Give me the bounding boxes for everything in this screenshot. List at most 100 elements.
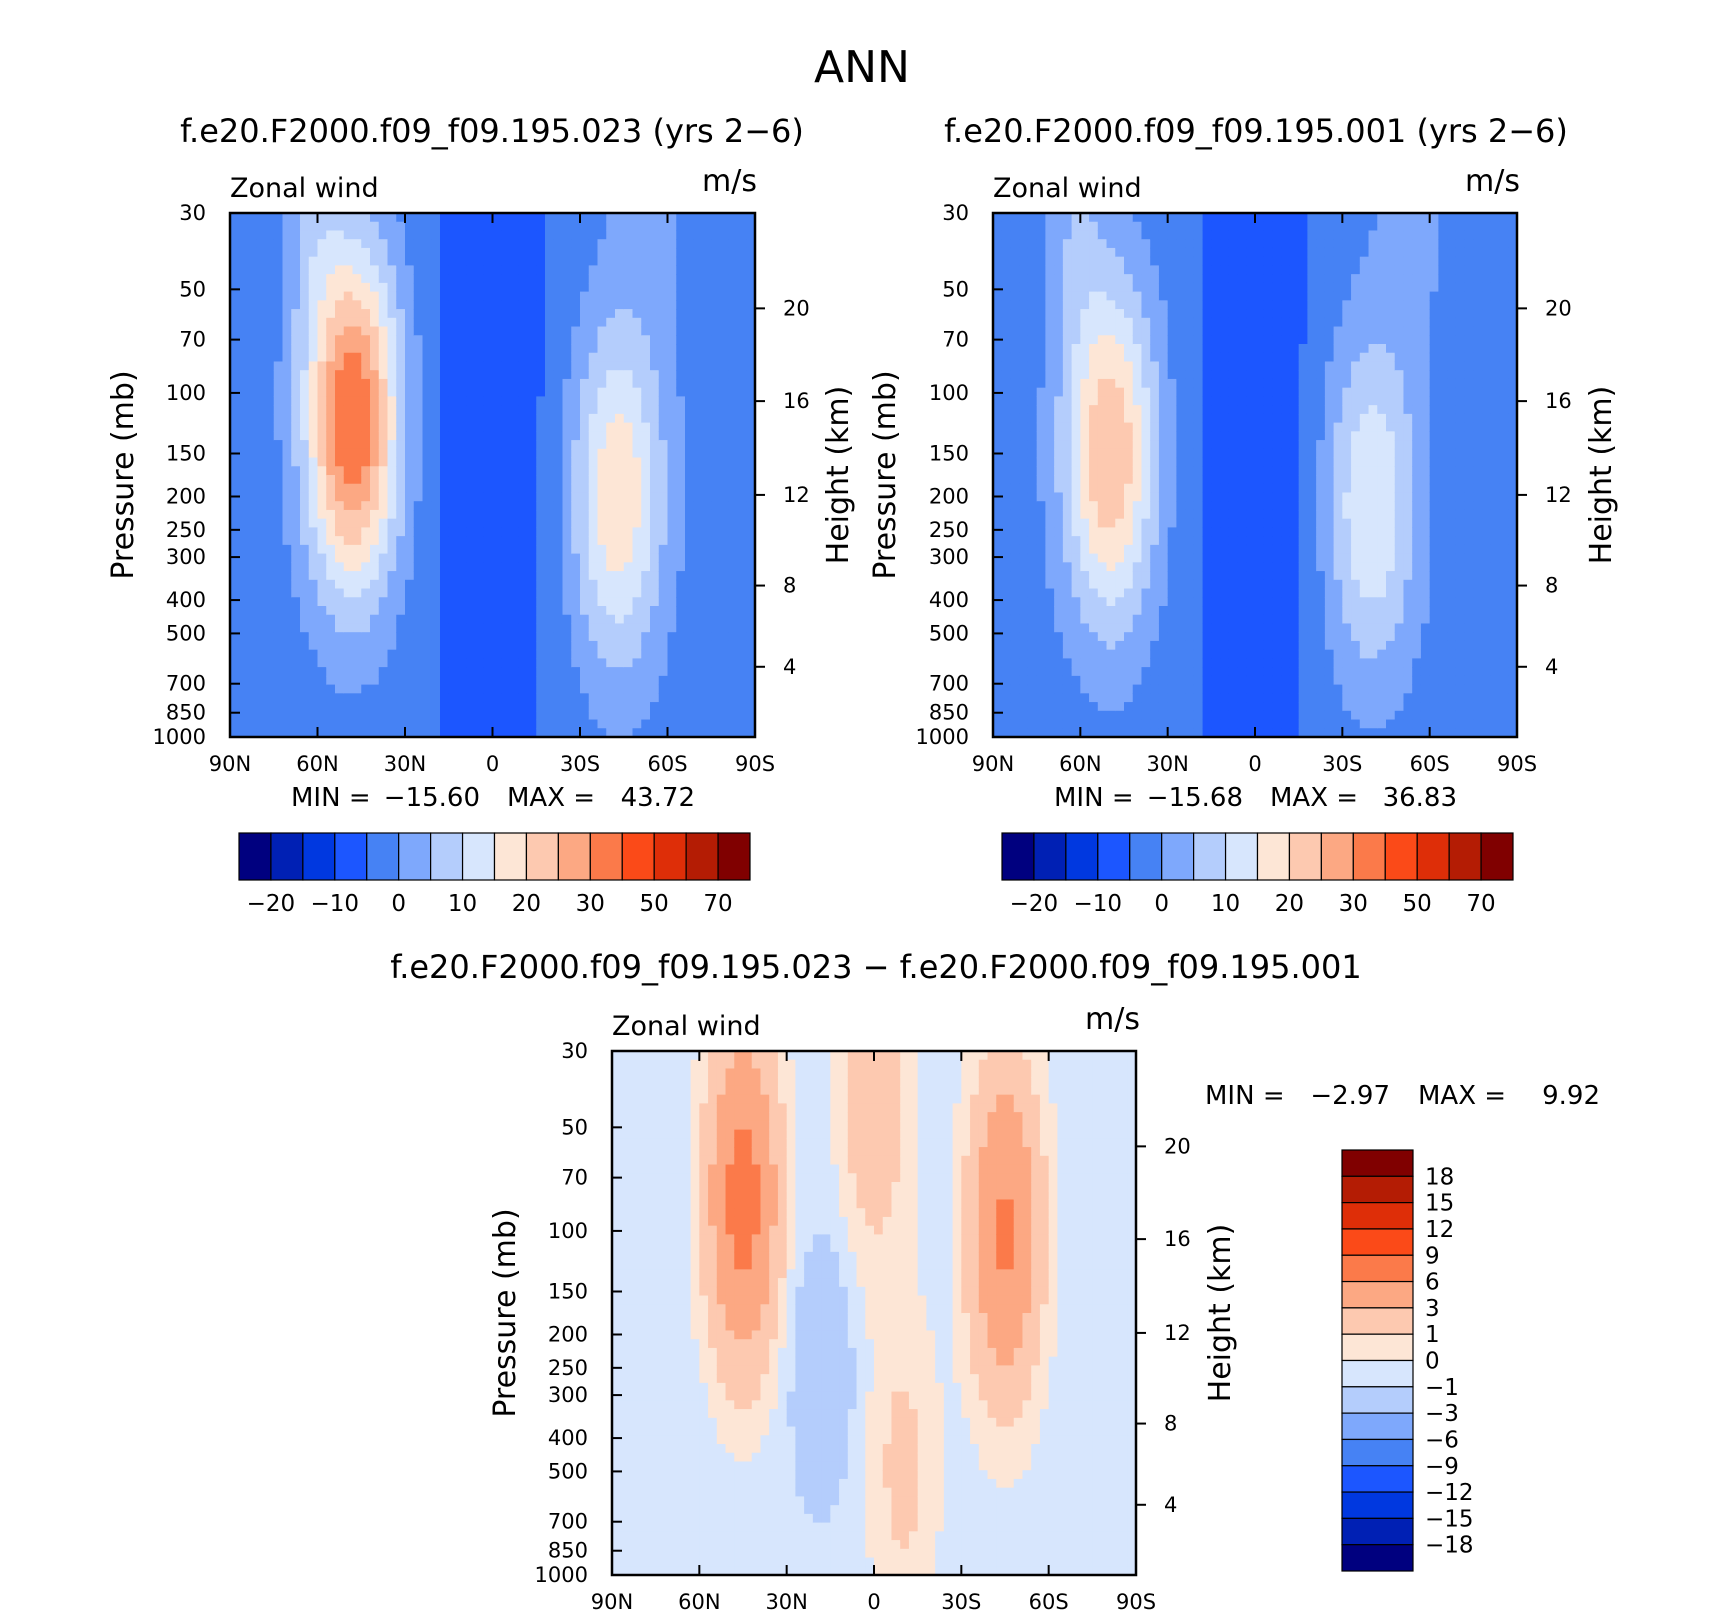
panel-b-cell [1054,317,1064,328]
panel-a-cell [317,413,327,424]
panel-b-cell [993,588,1003,598]
panel-b-cell [1071,405,1081,415]
panel-b-cell [1036,719,1046,729]
panel-a-cell [720,684,730,694]
panel-a-cell [667,544,677,555]
panel-a-cell [396,492,406,502]
panel-a-cell [545,632,555,642]
panel-a-cell [746,370,755,380]
panel-b-cell [1080,544,1090,555]
panel-a-cell [606,221,616,232]
panel-a-cell [483,457,494,467]
panel-a-cell [588,562,599,572]
panel-a-cell [308,658,319,668]
panel-a-cell [720,562,730,572]
panel-a-cell [527,728,537,737]
panel-b-cell [1124,693,1134,703]
panel-a-cell [667,291,677,301]
panel-a-cell [728,239,739,249]
panel-b-cell [1045,623,1055,633]
panel-a-cell [326,492,336,502]
panel-a-cell [562,597,572,607]
panel-a-cell [518,553,529,563]
panel-a-cell [536,247,546,258]
panel-a-cell [632,361,642,371]
panel-b-cell [1080,693,1090,703]
panel-a-cell [413,527,424,537]
panel-a-cell [413,352,424,363]
panel-a-cell [343,588,354,598]
panel-a-cell [396,405,406,415]
panel-b-cell [1027,221,1038,232]
panel-a-cell [230,300,240,310]
panel-a-cell [422,431,432,441]
panel-a-cell [396,221,406,232]
panel-b-cell [1150,387,1160,397]
panel-a-cell [387,606,397,616]
panel-a-cell [317,640,327,651]
panel-b-cell [1097,221,1108,232]
panel-a-cell [623,361,634,371]
panel-a-cell [562,326,572,336]
panel-a-cell [405,422,415,432]
panel-b-cell [1054,544,1064,555]
panel-b-cell [1062,230,1073,240]
panel-a-cell [632,501,642,511]
panel-a-cell [746,492,755,502]
panel-a-cell [422,544,432,555]
panel-a-cell [588,361,599,371]
panel-a-cell [676,728,686,737]
panel-a-cell [615,649,625,659]
panel-a-cell [273,422,284,432]
panel-b-cell [1115,282,1125,293]
panel-a-cell [413,614,424,625]
panel-a-cell [448,693,459,703]
panel-a-cell [457,265,467,275]
panel-a-cell [422,466,432,476]
panel-b-cell [1106,387,1116,397]
panel-a-cell [606,317,616,328]
panel-a-cell [650,606,660,616]
panel-a-cell [413,658,424,668]
panel-a-cell [693,378,704,389]
panel-a-cell [571,213,581,223]
panel-b-cell [993,282,1003,293]
panel-a-cell [545,309,555,319]
panel-a-cell [702,518,712,528]
panel-b-cell [1054,640,1064,651]
panel-b-cell [1141,640,1151,651]
panel-a-cell [326,239,336,249]
panel-a-cell [571,597,581,607]
panel-a-cell [553,457,564,467]
panel-a-cell [238,719,249,729]
panel-a-cell [361,579,371,590]
panel-a-cell [501,326,511,336]
panel-a-cell [238,274,249,284]
panel-a-cell [396,431,406,441]
panel-a-cell [431,579,441,590]
panel-a-cell [510,300,520,310]
panel-a-cell [562,475,572,485]
panel-a-cell [615,492,625,502]
panel-a-cell [685,256,695,266]
panel-a-cell [335,300,345,310]
panel-a-cell [650,509,660,520]
panel-a-cell [492,675,502,686]
panel-b-cell [1036,518,1046,528]
panel-a-cell [580,291,590,301]
panel-a-cell [448,239,459,249]
panel-a-cell [256,544,266,555]
panel-a-cell [361,588,371,598]
panel-a-cell [247,597,257,607]
panel-b-cell [1036,344,1046,354]
panel-a-cell [378,326,389,336]
panel-b-cell [1097,728,1108,737]
panel-a-cell [238,702,249,712]
panel-a-cell [711,265,721,275]
panel-a-cell [615,440,625,450]
panel-a-cell [378,361,389,371]
panel-b-cell [1141,536,1151,546]
panel-a-cell [475,649,485,659]
panel-a-cell [282,492,292,502]
panel-b-cell [1132,396,1143,406]
